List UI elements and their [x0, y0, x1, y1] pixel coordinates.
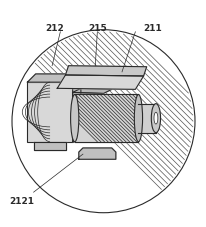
- Polygon shape: [65, 67, 146, 77]
- Ellipse shape: [151, 104, 160, 133]
- Ellipse shape: [153, 113, 157, 124]
- Polygon shape: [74, 95, 138, 142]
- Polygon shape: [138, 104, 155, 133]
- Text: 212: 212: [45, 24, 63, 33]
- Ellipse shape: [134, 95, 142, 142]
- Polygon shape: [72, 89, 111, 94]
- Polygon shape: [78, 148, 115, 160]
- Circle shape: [13, 32, 193, 212]
- Polygon shape: [72, 93, 103, 142]
- Polygon shape: [72, 75, 81, 142]
- Text: 211: 211: [143, 24, 162, 33]
- Text: 2121: 2121: [9, 196, 34, 205]
- Ellipse shape: [70, 95, 78, 142]
- Text: 215: 215: [88, 24, 106, 33]
- Polygon shape: [33, 142, 66, 150]
- Polygon shape: [57, 76, 143, 90]
- Polygon shape: [27, 75, 81, 83]
- Bar: [27, 83, 72, 142]
